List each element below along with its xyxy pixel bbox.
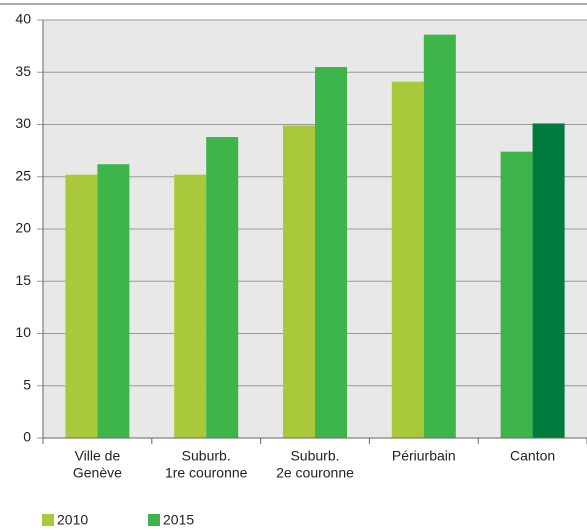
legend-label: 2015 [163, 512, 194, 528]
bar [283, 125, 315, 439]
legend-swatch [148, 514, 160, 526]
bar [500, 151, 533, 439]
bar [423, 34, 456, 438]
y-tick-label: 40 [15, 11, 31, 27]
y-tick-label: 15 [15, 272, 31, 288]
y-tick-label: 0 [23, 429, 31, 445]
y-tick-label: 35 [15, 63, 31, 79]
legend-label: 2010 [57, 512, 88, 528]
y-tick-label: 10 [15, 324, 31, 340]
bar [65, 174, 98, 438]
x-tick-label: Ville de [75, 448, 121, 464]
bar [97, 164, 130, 438]
bar [206, 137, 239, 439]
x-tick-label: 2e couronne [276, 465, 354, 481]
y-tick-label: 5 [23, 376, 31, 392]
x-tick-label: Périurbain [392, 448, 456, 464]
x-tick-label: Genève [73, 465, 122, 481]
x-tick-label: Suburb. [290, 448, 339, 464]
y-tick-label: 20 [15, 220, 31, 236]
x-tick-label: Suburb. [182, 448, 231, 464]
x-tick-label: Canton [510, 448, 555, 464]
x-tick-label: 1re couronne [165, 465, 248, 481]
bar [532, 123, 565, 438]
legend-swatch [42, 514, 54, 526]
y-tick-label: 30 [15, 115, 31, 131]
bar [391, 81, 424, 438]
bar [315, 67, 347, 439]
y-tick-label: 25 [15, 167, 31, 183]
bar [174, 174, 207, 438]
